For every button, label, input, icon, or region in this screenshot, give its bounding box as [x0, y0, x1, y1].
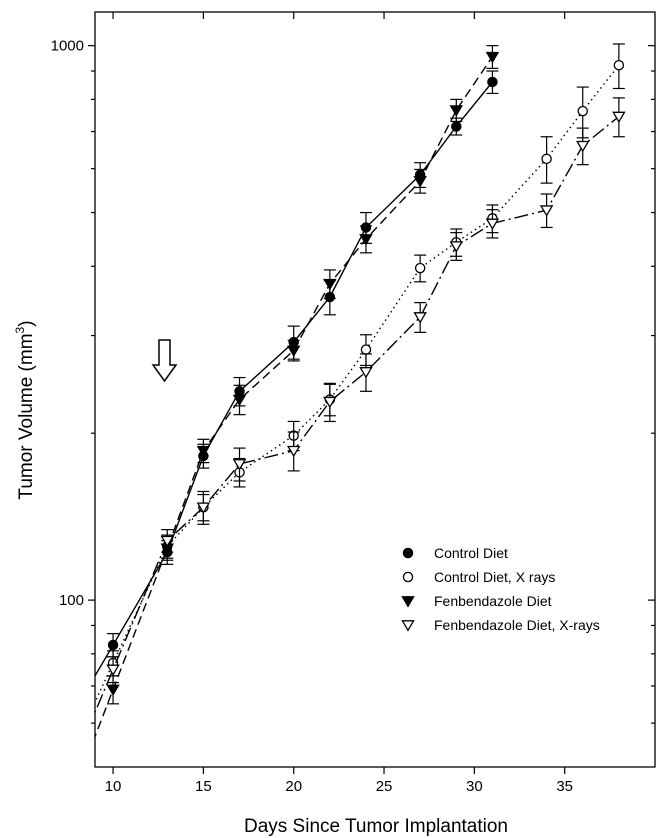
open-triangle-marker — [401, 620, 415, 632]
open-triangle-marker — [106, 664, 120, 676]
open-circle-marker — [414, 262, 426, 274]
open-triangle-marker — [359, 367, 373, 379]
y-axis-title: Tumor Volume (mm3) — [13, 320, 37, 499]
legend-label: Control Diet, X rays — [434, 569, 555, 585]
legend-item: Control Diet — [402, 545, 508, 561]
filled-circle-marker — [487, 76, 498, 88]
filled-circle-marker — [402, 547, 414, 559]
filled-triangle-marker — [323, 278, 337, 291]
open-triangle-marker — [286, 445, 301, 458]
open-triangle-marker — [323, 396, 337, 409]
open-triangle-marker — [232, 459, 247, 471]
open-triangle-marker — [196, 502, 211, 514]
plot-frame — [94, 11, 656, 768]
x-tick-label: 15 — [195, 778, 212, 795]
open-triangle-marker — [576, 140, 590, 153]
series-3 — [95, 45, 500, 739]
down-arrow-icon — [151, 339, 178, 383]
filled-circle-marker — [451, 121, 462, 132]
legend-label: Control Diet — [434, 545, 508, 561]
axes: 10 15 20 25 30 35 100 1000 — [51, 11, 656, 795]
filled-triangle-marker — [401, 596, 415, 608]
x-tick-label: 30 — [466, 778, 483, 795]
legend-item: Fenbendazole Diet, X-rays — [401, 617, 600, 633]
x-tick-label: 25 — [376, 778, 393, 795]
filled-triangle-marker — [232, 394, 247, 407]
open-triangle-marker — [413, 312, 427, 324]
series-line — [95, 115, 620, 715]
open-triangle-marker — [612, 111, 626, 124]
filled-triangle-marker — [106, 684, 120, 697]
legend-label: Fenbendazole Diet — [434, 593, 552, 609]
filled-triangle-marker — [449, 105, 464, 117]
y-tick-label: 1000 — [51, 38, 84, 55]
open-circle-marker — [402, 571, 414, 583]
open-circle-marker — [360, 344, 372, 355]
open-triangle-marker — [449, 241, 464, 253]
filled-triangle-marker — [196, 445, 211, 458]
filled-triangle-marker — [485, 51, 500, 64]
series-layer — [95, 43, 626, 739]
series-4 — [95, 97, 626, 715]
series-line — [95, 56, 493, 739]
legend-item: Fenbendazole Diet — [401, 593, 552, 609]
open-triangle-marker — [485, 218, 500, 230]
open-triangle-marker — [160, 535, 174, 548]
x-tick-label: 35 — [556, 778, 573, 795]
filled-circle-marker — [107, 639, 119, 651]
y-axis-title-close: ) — [16, 320, 37, 326]
y-axis-title-main: Tumor Volume (mm — [16, 333, 37, 499]
x-tick-label: 10 — [105, 778, 122, 795]
open-circle-marker — [577, 105, 588, 117]
legend-item: Control Diet, X rays — [402, 569, 555, 585]
y-axis-title-superscript: 3 — [13, 326, 27, 333]
legend: Control Diet Control Diet, X rays Fenbenda… — [401, 545, 600, 633]
filled-triangle-marker — [413, 176, 427, 188]
filled-triangle-marker — [286, 345, 301, 358]
open-circle-marker — [613, 59, 625, 71]
annotation-layer — [151, 339, 178, 383]
open-triangle-marker — [539, 205, 554, 217]
open-circle-marker — [541, 153, 552, 165]
y-tick-label: 100 — [59, 592, 84, 609]
x-axis-title: Days Since Tumor Implantation — [244, 816, 508, 837]
x-tick-label: 20 — [285, 778, 302, 795]
legend-label: Fenbendazole Diet, X-rays — [434, 617, 600, 633]
filled-triangle-marker — [359, 234, 373, 246]
